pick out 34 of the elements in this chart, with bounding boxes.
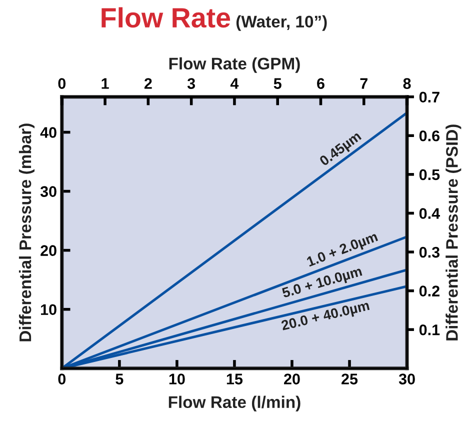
y2-tick-label: 0.4 xyxy=(419,208,440,219)
y-tick-label: 30 xyxy=(40,186,56,197)
y2-axis-title: Differential Pressure (PSID) xyxy=(446,124,462,340)
x-tick-label: 15 xyxy=(226,374,243,384)
text: 20.0 + 40.0µm xyxy=(280,300,370,334)
x-tick-label: 25 xyxy=(342,374,358,384)
y2-tick-label: 0.6 xyxy=(419,130,440,142)
x-tick-label: 10 xyxy=(169,374,185,384)
y-tick-label: 40 xyxy=(40,127,56,138)
y2-tick-label: 0.1 xyxy=(419,324,440,336)
chart-subtitle: (Water, 10”) xyxy=(236,15,327,31)
x2-tick-label: 5 xyxy=(274,78,282,89)
y-tick-label: 10 xyxy=(41,304,56,316)
x2-axis-title: Flow Rate (GPM) xyxy=(169,57,300,73)
x-tick-label: 0 xyxy=(58,374,66,384)
y2-tick-label: 0.5 xyxy=(419,169,440,180)
x2-tick-label: 7 xyxy=(360,78,368,89)
x2-tick-label: 6 xyxy=(317,78,324,89)
x-tick-label: 30 xyxy=(398,374,415,384)
y-axis-title: Differential Pressure (mbar) xyxy=(18,124,34,342)
x2-tick-label: 1 xyxy=(102,78,109,89)
y2-tick-label: 0.2 xyxy=(419,286,440,296)
x-tick-label: 20 xyxy=(284,374,300,384)
x2-tick-label: 4 xyxy=(230,78,239,89)
y2-tick-label: 0.3 xyxy=(419,246,440,258)
y2-tick-label: 0.7 xyxy=(419,92,440,103)
x-axis-title: Flow Rate (l/min) xyxy=(168,396,300,412)
x2-tick-label: 3 xyxy=(187,78,196,89)
x2-tick-label: 2 xyxy=(144,78,152,89)
x-tick-label: 5 xyxy=(116,374,124,384)
chart-title: Flow Rate xyxy=(102,7,230,28)
x2-tick-label: 0 xyxy=(58,78,66,89)
x2-tick-label: 8 xyxy=(403,78,411,89)
y-tick-label: 20 xyxy=(40,245,56,256)
